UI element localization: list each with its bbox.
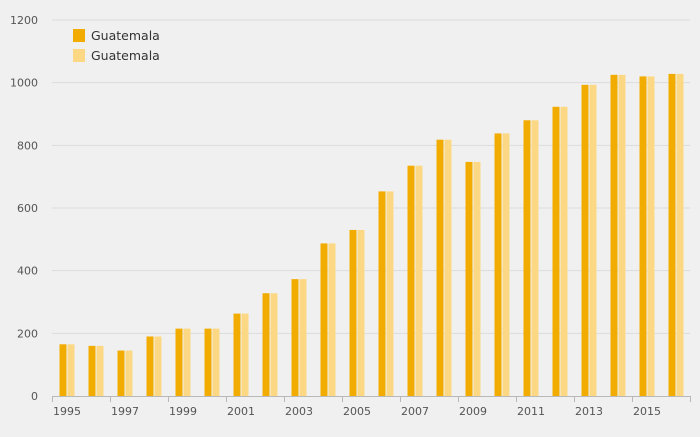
x-tick-label: 1997 (111, 405, 139, 418)
bar-2003-series-2 (299, 279, 307, 396)
bar-1995-series-1 (59, 344, 67, 396)
x-tick-label: 2009 (459, 405, 487, 418)
bar-2012-series-1 (552, 106, 560, 396)
legend: Guatemala Guatemala (73, 28, 160, 63)
bar-1999-series-1 (175, 328, 183, 396)
bar-2006-series-2 (386, 191, 394, 396)
x-tick-label: 2003 (285, 405, 313, 418)
y-axis-ticks: 0 200 400 600 800 1000 1200 (10, 14, 38, 403)
bar-1995-series-2 (67, 344, 75, 396)
bar-2008-series-2 (444, 139, 452, 396)
y-tick-label: 400 (17, 265, 38, 278)
bar-2008-series-1 (436, 139, 444, 396)
bar-2000-series-2 (212, 328, 220, 396)
bar-2007-series-2 (415, 165, 423, 396)
y-tick-label: 200 (17, 327, 38, 340)
bar-2005-series-2 (357, 229, 365, 396)
bar-2002-series-2 (270, 293, 278, 396)
bar-1996-series-1 (88, 345, 96, 396)
bar-2013-series-2 (589, 84, 597, 397)
x-tick-label: 2005 (343, 405, 371, 418)
legend-swatch (73, 49, 85, 62)
bar-2012-series-2 (560, 106, 568, 396)
y-tick-label: 800 (17, 139, 38, 152)
legend-label: Guatemala (91, 28, 160, 43)
y-tick-label: 600 (17, 202, 38, 215)
y-tick-label: 1000 (10, 77, 38, 90)
bar-1997-series-2 (125, 350, 133, 396)
x-tick-label: 1995 (53, 405, 81, 418)
x-tick-label: 2015 (633, 405, 661, 418)
x-axis-ticks: 1995 1997 1999 2001 2003 2005 2007 2009 2011 2013… (53, 405, 661, 418)
bar-2011-series-2 (531, 120, 539, 397)
legend-swatch (73, 29, 85, 42)
y-tick-label: 1200 (10, 14, 38, 27)
bar-1998-series-1 (146, 336, 154, 396)
x-tick-label: 2013 (575, 405, 603, 418)
x-tick-label: 1999 (169, 405, 197, 418)
bar-2015-series-1 (639, 76, 647, 397)
bar-2003-series-1 (291, 279, 299, 396)
bar-2007-series-1 (407, 165, 415, 396)
x-tick-label: 2001 (227, 405, 255, 418)
bar-2009-series-2 (473, 161, 481, 396)
y-tick-label: 0 (31, 390, 38, 403)
bar-2006-series-1 (378, 191, 386, 396)
bar-2004-series-1 (320, 243, 328, 396)
x-tick-label: 2011 (517, 405, 545, 418)
bar-2004-series-2 (328, 243, 336, 396)
bar-2014-series-2 (618, 74, 626, 396)
bar-2001-series-2 (241, 313, 249, 396)
bar-2009-series-1 (465, 161, 473, 396)
bar-2001-series-1 (233, 313, 241, 396)
bar-1998-series-2 (154, 336, 162, 396)
bar-2010-series-1 (494, 133, 502, 396)
bar-2011-series-1 (523, 120, 531, 397)
bar-2016-series-2 (676, 73, 684, 396)
bar-1999-series-2 (183, 328, 191, 396)
bar-2016-series-1 (668, 73, 676, 396)
legend-label: Guatemala (91, 48, 160, 63)
bar-2014-series-1 (610, 74, 618, 396)
bar-2005-series-1 (349, 229, 357, 396)
bars (59, 73, 684, 397)
bar-1996-series-2 (96, 345, 104, 396)
bar-2002-series-1 (262, 293, 270, 396)
x-tick-label: 2007 (401, 405, 429, 418)
bar-1997-series-1 (117, 350, 125, 396)
bar-2000-series-1 (204, 328, 212, 396)
bar-2015-series-2 (647, 76, 655, 397)
x-axis (52, 396, 691, 402)
bar-2010-series-2 (502, 133, 510, 396)
bar-2013-series-1 (581, 84, 589, 397)
